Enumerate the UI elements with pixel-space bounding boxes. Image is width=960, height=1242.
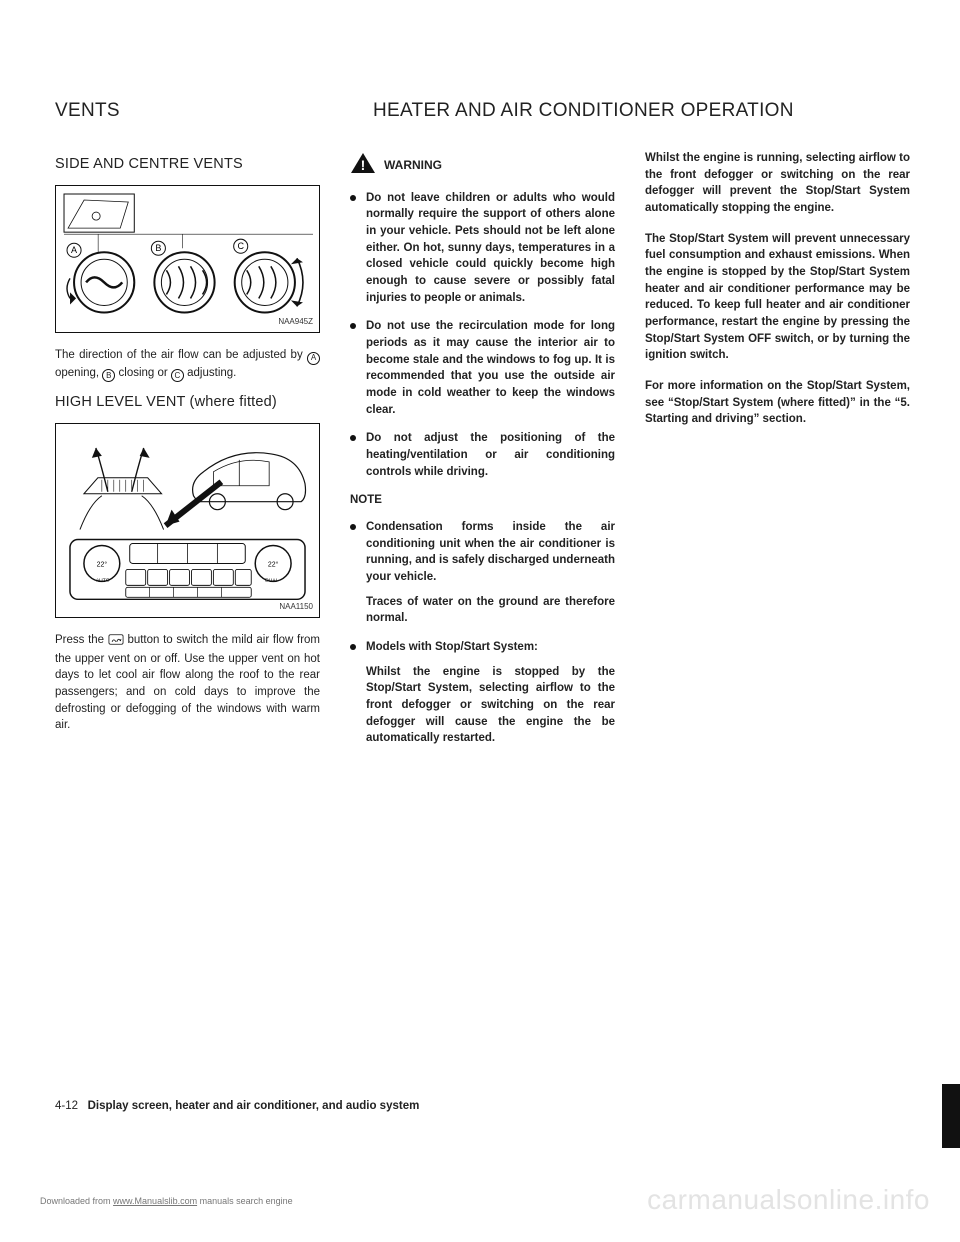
- bullet-dot-icon: [350, 644, 356, 650]
- heading-vents: VENTS: [55, 100, 333, 122]
- warning-bullet: Do not leave children or adults who woul…: [350, 190, 615, 307]
- figure-code-2: NAA1150: [279, 601, 313, 613]
- note-bullet-extra: Traces of water on the ground are theref…: [366, 594, 615, 627]
- circle-a-icon: A: [307, 352, 320, 365]
- watermark: carmanualsonline.info: [647, 1184, 930, 1216]
- section-title: Display screen, heater and air condition…: [88, 1100, 420, 1112]
- para2-post: button to switch the mild air flow from …: [55, 634, 320, 731]
- bullet-dot-icon: [350, 323, 356, 329]
- warning-bullet-text: Do not use the recirculation mode for lo…: [366, 318, 615, 418]
- bullet-dot-icon: [350, 195, 356, 201]
- svg-text:!: !: [361, 157, 366, 173]
- svg-text:22°: 22°: [97, 560, 108, 568]
- download-note: Downloaded from www.Manualslib.com manua…: [40, 1196, 293, 1206]
- para-airflow-direction: The direction of the air flow can be adj…: [55, 347, 320, 382]
- para1-pre: The direction of the air flow can be adj…: [55, 349, 307, 361]
- download-post: manuals search engine: [197, 1196, 293, 1206]
- para-stopstart-performance: The Stop/Start System will prevent unnec…: [645, 231, 910, 364]
- warning-bullet: Do not use the recirculation mode for lo…: [350, 318, 615, 418]
- column-3: Whilst the engine is running, selecting …: [645, 150, 910, 759]
- svg-text:B: B: [155, 243, 161, 253]
- side-tab: [942, 1084, 960, 1148]
- figure-code-1: NAA945Z: [278, 316, 313, 328]
- para-engine-running: Whilst the engine is running, selecting …: [645, 150, 910, 217]
- warning-bullet-text: Do not leave children or adults who woul…: [366, 190, 615, 307]
- warning-bullet: Do not adjust the positioning of the hea…: [350, 430, 615, 480]
- page: VENTS HEATER AND AIR CONDITIONER OPERATI…: [0, 0, 960, 1242]
- page-footer: 4-12 Display screen, heater and air cond…: [55, 1100, 419, 1112]
- para-more-info: For more information on the Stop/Start S…: [645, 378, 910, 428]
- page-number: 4-12: [55, 1100, 78, 1112]
- note-bullet-main: Condensation forms inside the air condit…: [366, 521, 615, 583]
- para2-pre: Press the: [55, 634, 108, 646]
- vents-diagram-svg: A B C: [62, 192, 313, 323]
- para-high-level-vent: Press the button to switch the mild air …: [55, 632, 320, 734]
- upper-vent-button-icon: [108, 634, 124, 651]
- heading-heater-ac: HEATER AND AIR CONDITIONER OPERATION: [373, 100, 910, 122]
- figure-side-centre-vents: A B C NAA945Z: [55, 185, 320, 333]
- para1-mid2: closing or: [115, 367, 171, 379]
- warning-header: ! WARNING: [350, 152, 615, 180]
- subheading-high-level-vent: HIGH LEVEL VENT (where fitted): [55, 392, 320, 413]
- svg-text:22°: 22°: [268, 560, 279, 568]
- note-bullet-main: Models with Stop/Start System:: [366, 641, 538, 653]
- svg-text:AUTO: AUTO: [96, 577, 110, 583]
- warning-bullets: Do not leave children or adults who woul…: [350, 190, 615, 481]
- para1-post: adjusting.: [184, 367, 236, 379]
- note-bullets: Condensation forms inside the air condit…: [350, 519, 615, 747]
- circle-b-icon: B: [102, 369, 115, 382]
- svg-text:A: A: [71, 245, 77, 255]
- note-bullet-extra: Whilst the engine is stopped by the Stop…: [366, 664, 615, 747]
- circle-c-icon: C: [171, 369, 184, 382]
- section-headers: VENTS HEATER AND AIR CONDITIONER OPERATI…: [55, 100, 910, 122]
- content-columns: SIDE AND CENTRE VENTS: [55, 150, 910, 759]
- column-2: ! WARNING Do not leave children or adult…: [350, 150, 615, 759]
- note-label: NOTE: [350, 492, 615, 509]
- bullet-dot-icon: [350, 435, 356, 441]
- subheading-side-centre-vents: SIDE AND CENTRE VENTS: [55, 154, 320, 175]
- svg-text:C: C: [237, 241, 244, 251]
- note-bullet: Condensation forms inside the air condit…: [350, 519, 615, 627]
- high-level-vent-svg: 22° 22° AUTO DUAL: [62, 430, 313, 607]
- note-bullet: Models with Stop/Start System: Whilst th…: [350, 639, 615, 747]
- note-bullet-text: Condensation forms inside the air condit…: [366, 519, 615, 627]
- note-bullet-text: Models with Stop/Start System: Whilst th…: [366, 639, 615, 747]
- download-link[interactable]: www.Manualslib.com: [113, 1196, 197, 1206]
- download-pre: Downloaded from: [40, 1196, 113, 1206]
- warning-bullet-text: Do not adjust the positioning of the hea…: [366, 430, 615, 480]
- warning-label: WARNING: [384, 157, 442, 174]
- svg-text:DUAL: DUAL: [265, 577, 278, 583]
- para1-mid1: opening,: [55, 367, 102, 379]
- warning-triangle-icon: !: [350, 152, 376, 180]
- figure-high-level-vent: 22° 22° AUTO DUAL: [55, 423, 320, 618]
- column-1: SIDE AND CENTRE VENTS: [55, 150, 320, 759]
- bullet-dot-icon: [350, 524, 356, 530]
